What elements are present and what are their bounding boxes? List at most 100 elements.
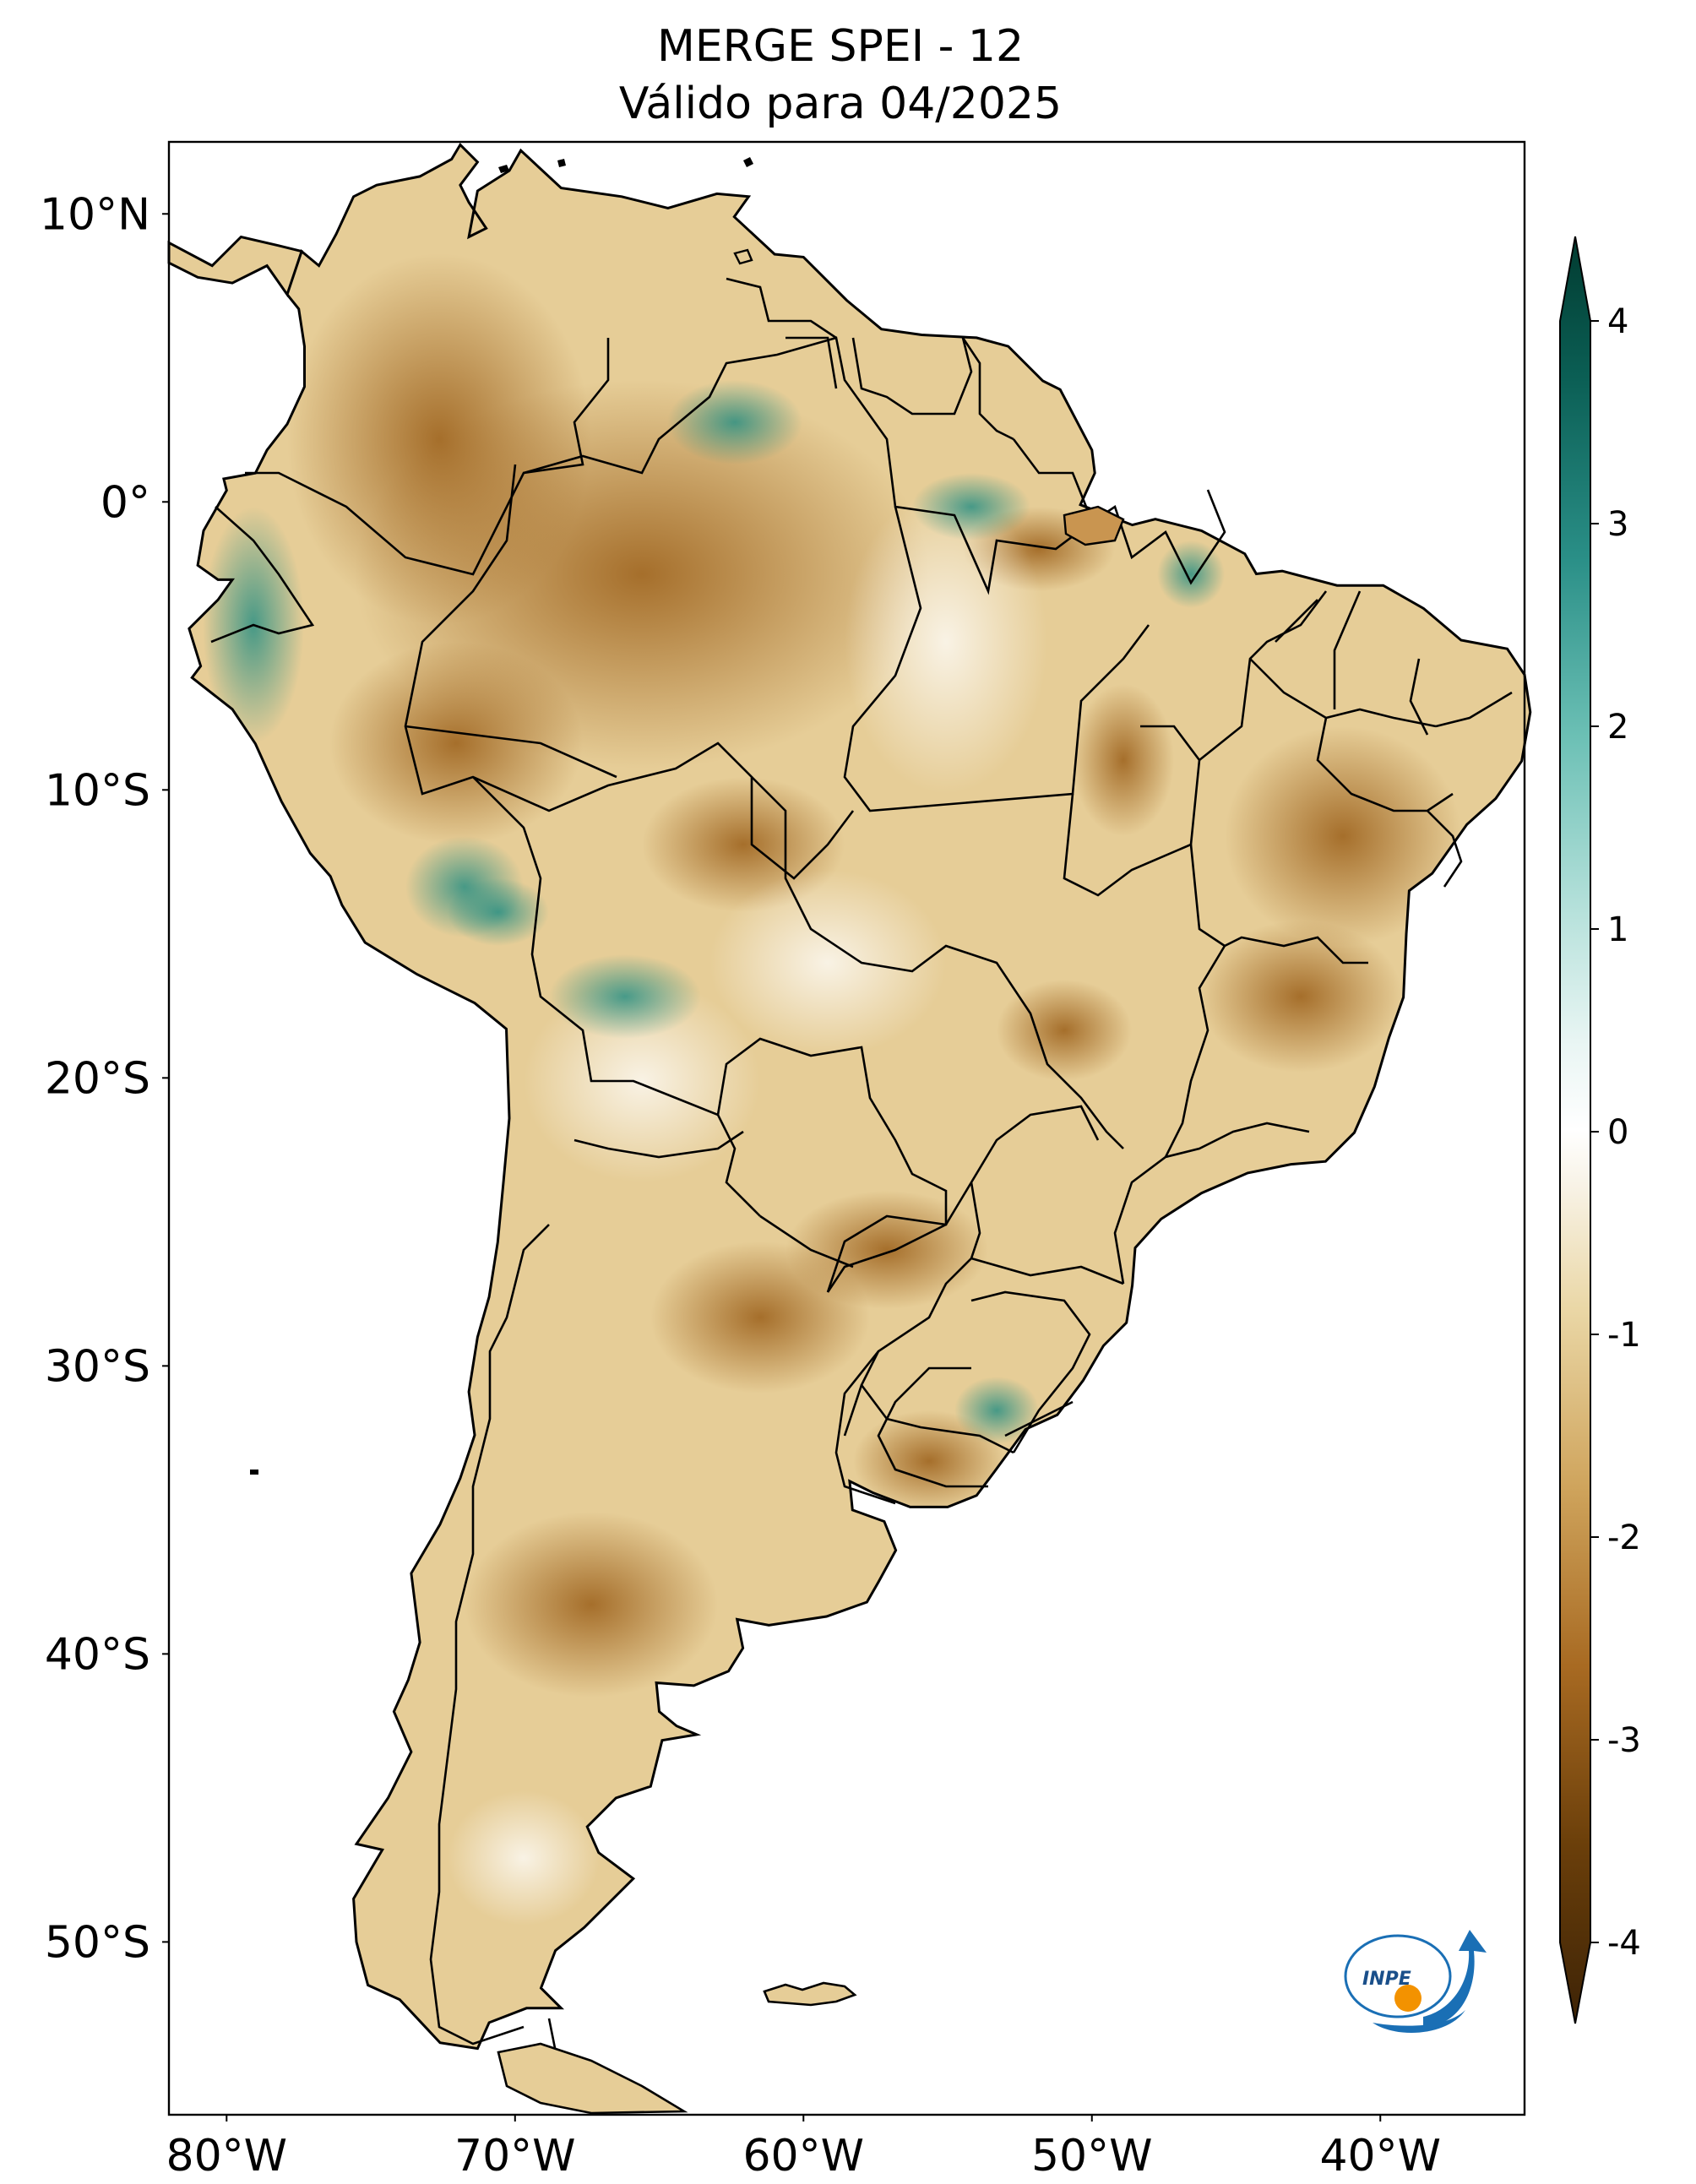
coastline [167,142,1532,2051]
colorbar-tick-label: 3 [1607,505,1628,544]
lat-tick-label: 10°S [45,765,150,816]
border-line [210,506,315,644]
map-title-line1: MERGE SPEI - 12 [657,21,1024,72]
colorbar-tick-label: 1 [1607,910,1628,949]
spei-patch [329,642,583,845]
trinidad [733,248,753,265]
spei-patch [709,870,946,1056]
colorbar-tick-label: -1 [1607,1316,1641,1355]
spei-patch [549,954,701,1039]
lon-tick-label: 80°W [166,2131,288,2181]
map-panel: INPE [167,140,1532,2116]
border-line [1063,725,1201,897]
logo-text: INPE [1362,1969,1411,1990]
lon-tick-label: 70°W [454,2131,576,2181]
border-line [1316,717,1454,812]
border-line [751,776,1124,1149]
border-line [1275,599,1318,643]
border-line [1004,1400,1074,1437]
lat-tick-label: 50°S [45,1917,150,1968]
border-line [961,337,1014,441]
colorbar-tick-label: 4 [1607,302,1628,341]
spei-patch [1199,921,1402,1073]
marajo [1063,505,1125,546]
lon-tick-label: 40°W [1319,2131,1441,2181]
border-line [404,464,855,880]
border-line [472,776,761,1217]
logo-swoosh-lower [1373,2010,1465,2033]
border-line [405,725,617,779]
border-line [970,1290,1091,1453]
border-line [834,1350,896,1505]
border-line [1012,438,1091,516]
border-line [429,1224,550,2045]
land-layer [167,142,1532,2051]
small-island [557,159,566,167]
lat-tick-label: 0° [101,477,150,528]
colorbar-tick-label: -2 [1607,1518,1641,1557]
tierra-del-fuego [497,2042,688,2115]
falkland-islands [763,1981,857,2007]
colorbar-tick-label: 0 [1607,1113,1628,1152]
colorbar-tick-label: -3 [1607,1721,1641,1760]
border-line [1409,658,1429,736]
border-line [716,1037,948,1293]
longitude-axis: 80°W 70°W 60°W 50°W 40°W [166,2115,1441,2181]
spei-patch [1073,684,1174,836]
spei-patch [997,980,1132,1081]
border-line [1333,590,1362,709]
spei-patch [845,490,1047,794]
islands [250,157,1125,2115]
lat-tick-label: 30°S [45,1341,150,1392]
inpe-logo: INPE [1344,1930,1487,2033]
colorbar-tick-label: -4 [1607,1924,1641,1963]
colorbar-ticks: 4 3 2 1 0 -1 -2 -3 -4 [1590,302,1641,1963]
border-line [843,506,1150,812]
lat-tick-label: 10°N [40,189,150,240]
logo-ring [1344,1934,1452,2018]
lon-tick-label: 50°W [1031,2131,1153,2181]
border-line [245,338,610,576]
border-line [726,277,837,340]
colorbar-tick-label: 2 [1607,708,1628,747]
spei-field [203,253,1461,1926]
border-line [1189,844,1226,948]
spei-patch [448,878,549,946]
spei-patch [465,1512,718,1698]
colorbar-body [1559,236,1591,2024]
spei-patch [448,1790,600,1926]
border-line [1249,658,1437,728]
logo-swoosh [1423,1930,1487,2027]
small-island [498,165,509,173]
map-title-line2: Válido para 04/2025 [619,79,1062,129]
border-line [1435,691,1513,728]
spei-patch [287,253,591,625]
lon-tick-label: 60°W [742,2131,864,2181]
map-frame [167,140,1526,2116]
latitude-axis: 10°N 0° 10°S 20°S 30°S 40°S 50°S [40,189,169,1968]
border-line [851,337,973,416]
lat-tick-label: 40°S [45,1629,150,1680]
border-line [573,1130,744,1159]
spei-patch [1225,726,1461,946]
colorbar: 4 3 2 1 0 -1 -2 -3 -4 [1559,236,1641,2024]
border-line [970,1182,1124,1285]
small-island [250,1470,258,1475]
border-line [843,1384,863,1437]
small-island [743,157,753,167]
logo-dot [1394,1985,1421,2012]
border-line [877,1366,988,1488]
border-line [1199,590,1328,762]
country-borders [210,277,1513,2095]
border-line [1113,1122,1310,1285]
spei-patch [650,1241,870,1394]
spei-patch [667,380,802,465]
border-line [1427,810,1463,888]
lat-tick-label: 20°S [45,1053,150,1104]
spei-patch [1157,541,1225,608]
spei-patch [912,473,1030,541]
border-line [785,336,838,389]
border-line [523,336,1226,595]
spei-patch [954,1377,1039,1444]
